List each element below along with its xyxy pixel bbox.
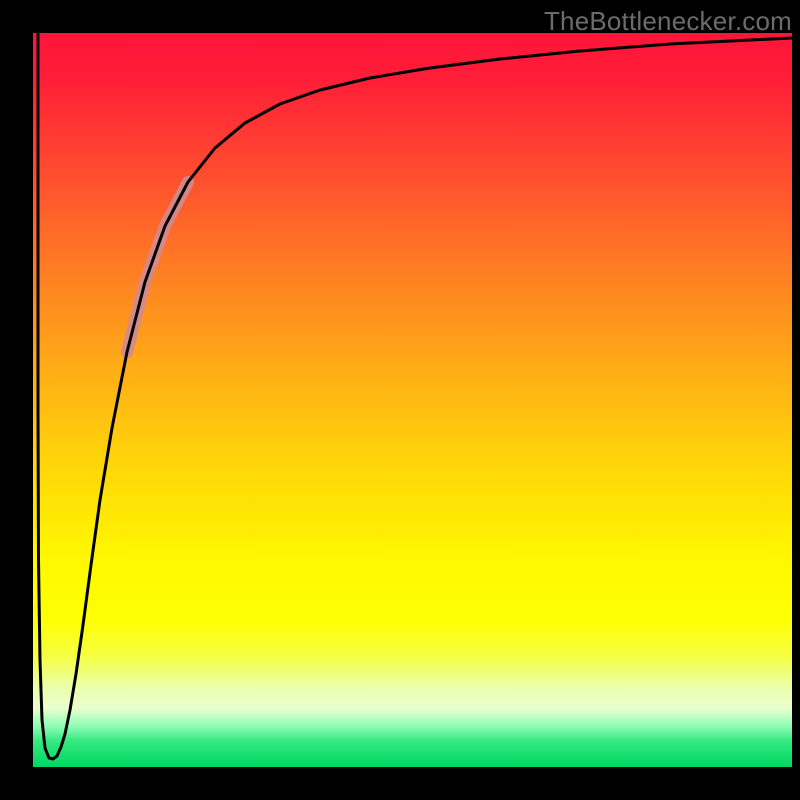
watermark-label: TheBottlenecker.com — [544, 6, 792, 37]
plot-background — [33, 33, 792, 767]
chart-stage: TheBottlenecker.com — [0, 0, 800, 800]
chart-svg — [0, 0, 800, 800]
